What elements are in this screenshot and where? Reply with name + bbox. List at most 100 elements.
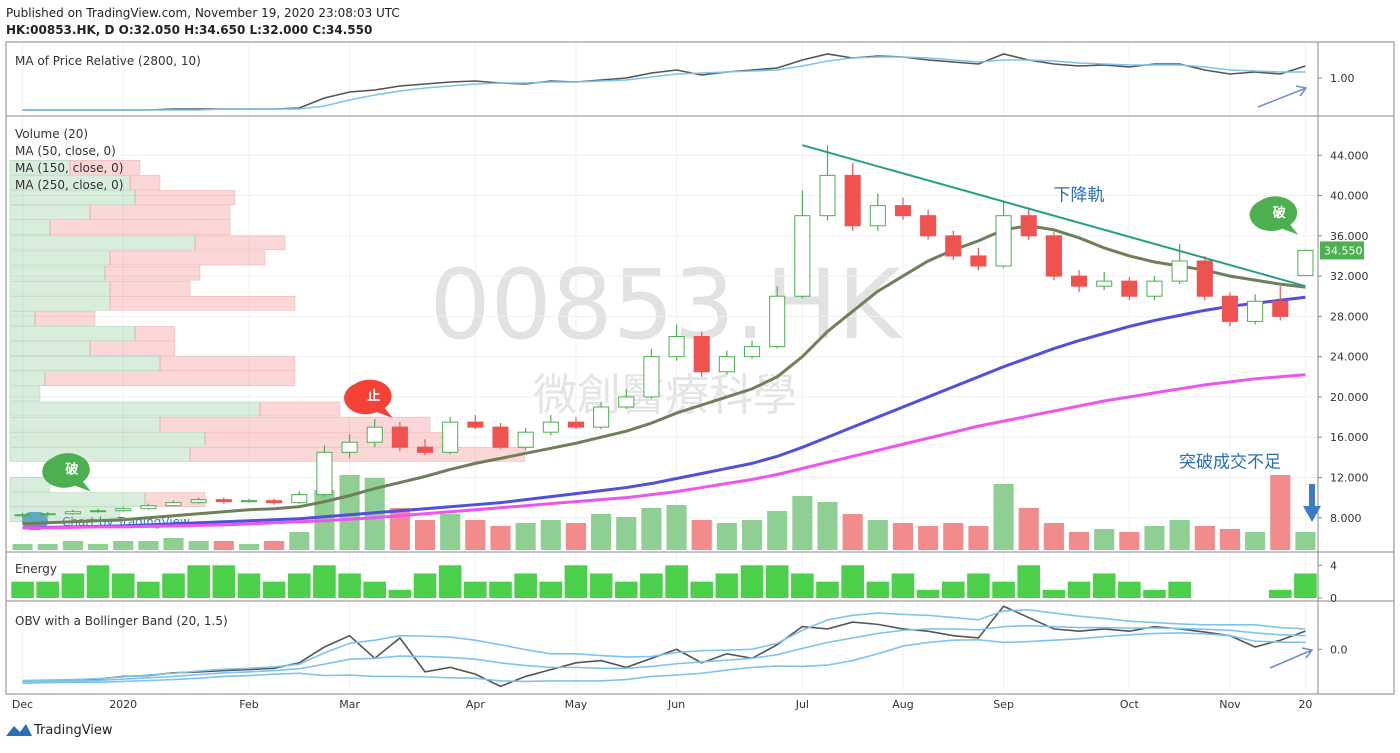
energy-bar — [992, 581, 1015, 598]
candle-body — [467, 421, 484, 428]
x-tick-label: May — [565, 698, 588, 711]
volume-bar — [339, 475, 360, 550]
energy-bar — [1294, 573, 1317, 598]
candle-body — [1096, 280, 1113, 287]
candle-body — [743, 346, 761, 358]
volume-bar — [616, 517, 637, 550]
volume-bar — [138, 541, 159, 550]
profile-down — [129, 175, 161, 190]
profile-up — [9, 431, 206, 447]
volume-bar — [414, 520, 436, 550]
energy-bar — [11, 581, 34, 598]
y-tick-label: 1.00 — [1330, 72, 1355, 85]
volume-bar — [1245, 532, 1266, 550]
candle-body — [769, 295, 786, 348]
x-tick-label: Mar — [339, 698, 360, 711]
y-tick-label: 40.000 — [1330, 190, 1369, 203]
volume-bar — [867, 520, 888, 550]
legend-entry: MA (150, close, 0) — [15, 161, 123, 175]
indicator-line — [22, 632, 1306, 685]
candle-body — [341, 441, 358, 453]
pane-title: OBV with a Bollinger Band (20, 1.5) — [15, 614, 228, 628]
y-tick-label: 12.000 — [1330, 471, 1369, 484]
profile-up — [9, 295, 111, 311]
energy-bar — [941, 581, 965, 598]
profile-down — [34, 311, 96, 326]
profile-up — [9, 492, 146, 507]
candle-body — [542, 421, 559, 433]
badge-icon — [22, 512, 48, 530]
energy-bar — [363, 581, 387, 598]
profile-down — [104, 265, 201, 281]
pane-title: Energy — [15, 562, 57, 576]
profile-up — [9, 401, 261, 417]
x-tick-label: Jul — [795, 698, 809, 711]
volume-bar — [188, 541, 209, 550]
energy-bar — [388, 589, 412, 598]
moving-average — [22, 373, 1306, 530]
y-tick-label: 8.000 — [1330, 512, 1362, 525]
profile-up — [9, 235, 196, 251]
profile-up — [9, 386, 41, 402]
callout-bubble — [1249, 196, 1299, 235]
profile-up — [9, 326, 136, 341]
trend-arrow — [1269, 647, 1314, 669]
volume-bar — [515, 523, 536, 550]
candle-body — [165, 502, 182, 507]
candle-body — [844, 174, 861, 227]
profile-up — [9, 160, 71, 175]
x-tick-label: Dec — [12, 698, 33, 711]
volume-bar — [1094, 529, 1115, 550]
last-price-label: 34.550 — [1324, 244, 1363, 257]
last-price-box — [1320, 241, 1364, 260]
volume-bar — [12, 544, 33, 550]
energy-bar — [111, 573, 135, 598]
callout-text: 破 — [65, 462, 78, 478]
volume-bar — [389, 508, 410, 550]
background-layer: 00853.HK 微創醫療科學 — [10, 42, 1318, 690]
watermark-symbol: 00853.HK — [429, 249, 902, 361]
energy-bar — [916, 589, 940, 598]
volume-bar — [817, 502, 838, 550]
volume-bar — [767, 511, 788, 550]
energy-bar — [187, 565, 210, 598]
candle-body — [1020, 215, 1037, 237]
candle-body — [266, 500, 283, 504]
profile-up — [9, 341, 91, 356]
candle-body — [995, 215, 1012, 267]
energy-bar — [212, 565, 236, 598]
chart-frame — [5, 41, 1395, 695]
energy-bar — [438, 565, 462, 598]
volume-bar — [565, 523, 587, 550]
volume-bar — [741, 520, 763, 550]
profile-down — [159, 356, 296, 372]
x-tick-label: Jun — [667, 698, 685, 711]
energy-bar — [740, 565, 764, 598]
energy-bar — [564, 565, 588, 598]
volume-bar — [1194, 526, 1215, 550]
profile-up — [9, 356, 161, 372]
volume-bar — [1144, 526, 1165, 550]
candle-body — [1196, 260, 1213, 297]
candle-body — [1297, 249, 1314, 277]
profile-down — [89, 205, 231, 220]
energy-bar — [715, 573, 739, 598]
candle-body — [1070, 275, 1088, 287]
profile-down — [109, 280, 191, 296]
energy-bar — [86, 565, 110, 598]
moving-average — [22, 224, 1306, 526]
volume-bar — [1043, 523, 1064, 550]
energy-bar — [1118, 581, 1141, 598]
profile-down — [134, 326, 176, 341]
candle-body — [693, 336, 710, 373]
footer-logo: TradingView — [6, 723, 113, 738]
candle-body — [215, 499, 232, 503]
energy-bar — [665, 565, 688, 598]
profile-down — [69, 160, 141, 175]
volume-bar — [918, 526, 939, 550]
energy-bar — [1092, 573, 1116, 598]
energy-bar — [765, 565, 789, 598]
profile-down — [44, 371, 296, 387]
candle-body — [391, 426, 408, 448]
